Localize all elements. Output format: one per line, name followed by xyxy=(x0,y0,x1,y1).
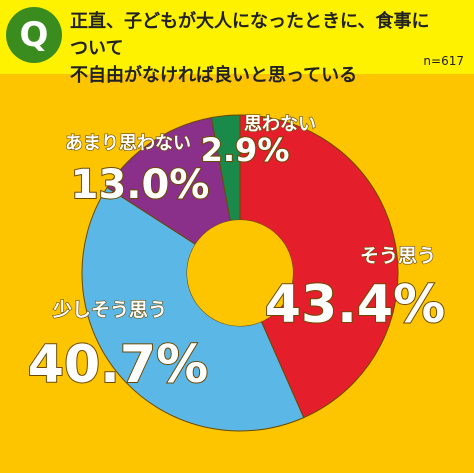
label-omowanai: 思わない xyxy=(244,114,316,135)
label-sukoshi-sou-omou: 少しそう思う xyxy=(52,299,167,321)
slice-sou-omou xyxy=(239,114,399,419)
sample-size: n=617 xyxy=(423,54,464,68)
pct-sukoshi-sou-omou: 40.7% xyxy=(28,335,208,395)
question-badge: Q xyxy=(6,7,62,63)
question-text: 正直、子どもが大人になったときに、食事について 不自由がなければ良いと思っている xyxy=(70,8,430,89)
pct-amari-omowanai: 13.0% xyxy=(71,162,210,208)
question-line-2: 不自由がなければ良いと思っている xyxy=(70,65,358,86)
donut-chart: そう思う 43.4% 少しそう思う 40.7% あまり思わない 13.0% 思わ… xyxy=(27,113,446,432)
question-header: Q 正直、子どもが大人になったときに、食事について 不自由がなければ良いと思って… xyxy=(0,0,474,86)
donut-hole xyxy=(187,220,293,326)
label-sou-omou: そう思う xyxy=(360,245,436,267)
pct-sou-omou: 43.4% xyxy=(265,275,445,335)
label-amari-omowanai: あまり思わない xyxy=(65,133,191,154)
pct-omowanai: 2.9% xyxy=(201,131,290,169)
question-line-1: 正直、子どもが大人になったときに、食事について xyxy=(70,11,430,59)
